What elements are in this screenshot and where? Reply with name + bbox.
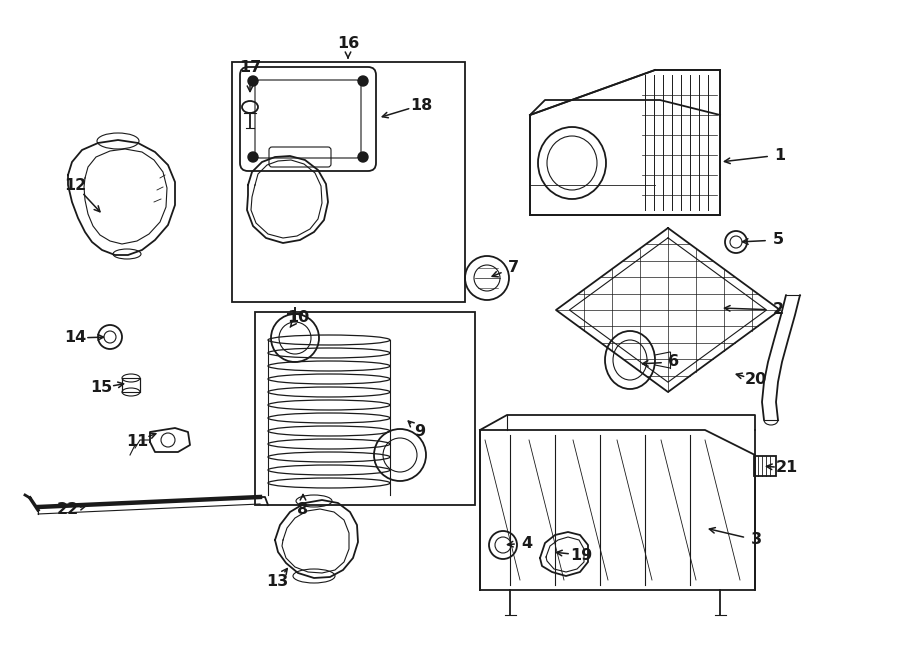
Circle shape [248, 152, 258, 162]
Text: 22: 22 [57, 502, 79, 518]
Bar [122, 378, 140, 392]
Text: 4: 4 [521, 535, 533, 551]
Circle shape [358, 152, 368, 162]
Text: 14: 14 [64, 330, 86, 346]
Text: 9: 9 [414, 424, 426, 440]
Text: 10: 10 [287, 309, 309, 325]
Bar [232, 62, 465, 302]
Text: 2: 2 [772, 303, 784, 317]
Text: 8: 8 [297, 502, 309, 518]
Text: 21: 21 [776, 461, 798, 475]
Text: 19: 19 [570, 547, 592, 563]
Text: 13: 13 [266, 574, 288, 590]
Text: 16: 16 [337, 36, 359, 52]
Text: 1: 1 [774, 147, 786, 163]
Circle shape [358, 76, 368, 86]
Text: 15: 15 [90, 381, 112, 395]
Text: 17: 17 [238, 61, 261, 75]
Text: 6: 6 [669, 354, 680, 369]
Text: 12: 12 [64, 178, 86, 192]
Circle shape [248, 76, 258, 86]
Text: 18: 18 [410, 98, 432, 112]
Bar [255, 312, 475, 505]
Text: 20: 20 [745, 373, 767, 387]
Text: 11: 11 [126, 434, 148, 449]
Bar [754, 456, 776, 476]
Text: 5: 5 [772, 233, 784, 247]
Text: 3: 3 [751, 533, 761, 547]
Text: 7: 7 [508, 260, 518, 276]
